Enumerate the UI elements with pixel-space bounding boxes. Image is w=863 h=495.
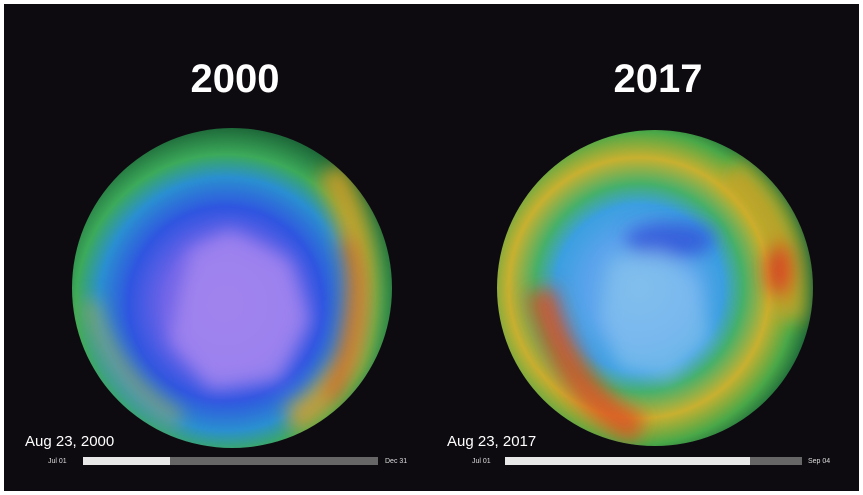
year-title: 2000 bbox=[191, 57, 280, 101]
date-label: Aug 23, 2000 bbox=[25, 433, 114, 450]
timeline-start: Jul 01 bbox=[48, 458, 67, 465]
timeline-progress bbox=[505, 457, 750, 465]
timeline-start: Jul 01 bbox=[472, 458, 491, 465]
date-label: Aug 23, 2017 bbox=[447, 433, 536, 450]
year-title: 2017 bbox=[614, 57, 703, 101]
globe-2017 bbox=[497, 130, 813, 446]
globe-2000 bbox=[72, 128, 392, 448]
timeline-end: Sep 04 bbox=[808, 458, 830, 465]
timeline-progress bbox=[83, 457, 170, 465]
timeline-track bbox=[83, 457, 378, 465]
timeline-end: Dec 31 bbox=[385, 458, 407, 465]
